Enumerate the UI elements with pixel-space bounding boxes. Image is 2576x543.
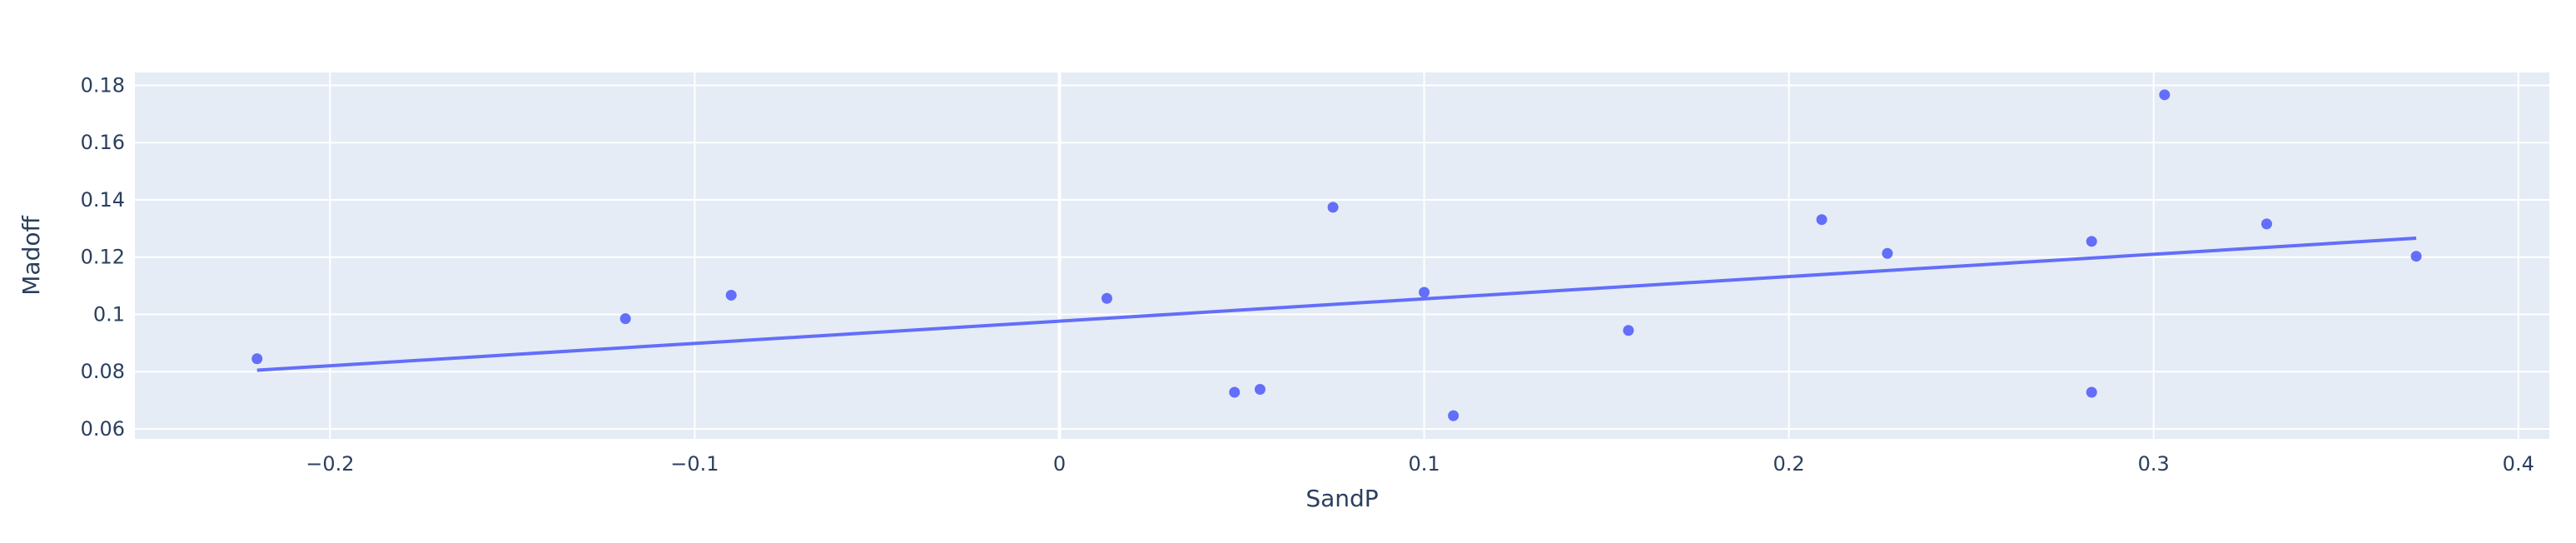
y-tick-label: 0.12 — [81, 246, 125, 269]
data-point[interactable] — [1254, 384, 1266, 396]
data-point[interactable] — [619, 313, 631, 325]
scatter-points — [251, 89, 2422, 421]
data-point[interactable] — [2410, 251, 2422, 262]
y-grid — [135, 84, 2549, 430]
y-tick-label: 0.16 — [81, 131, 125, 154]
x-tick-label: 0.1 — [1408, 452, 1440, 476]
trendline-group — [256, 237, 2417, 372]
data-point[interactable] — [2086, 236, 2097, 247]
data-point[interactable] — [2159, 89, 2171, 101]
data-point[interactable] — [2086, 386, 2097, 398]
data-point[interactable] — [1419, 286, 1430, 298]
x-tick-label: 0.3 — [2138, 452, 2170, 476]
y-tick-label: 0.06 — [81, 417, 125, 441]
data-point[interactable] — [1101, 292, 1112, 304]
data-point[interactable] — [1816, 214, 1828, 226]
data-point[interactable] — [725, 289, 737, 301]
data-point[interactable] — [1229, 386, 1241, 398]
data-point[interactable] — [2260, 218, 2272, 230]
y-tick-label: 0.18 — [81, 73, 125, 97]
data-point[interactable] — [1623, 325, 1634, 336]
trendline — [256, 237, 2417, 372]
y-tick-label: 0.1 — [93, 302, 125, 326]
x-tick-label: 0.4 — [2503, 452, 2534, 476]
data-point[interactable] — [251, 353, 263, 365]
plot-background — [135, 72, 2549, 439]
data-point[interactable] — [1882, 247, 1893, 259]
x-axis-ticks: −0.2 −0.1 0 0.1 0.2 0.3 0.4 — [306, 452, 2534, 476]
y-tick-label: 0.14 — [81, 188, 125, 212]
x-tick-label: 0.2 — [1773, 452, 1805, 476]
y-axis-ticks: 0.06 0.08 0.1 0.12 0.14 0.16 0.18 — [81, 73, 125, 441]
x-tick-label: −0.1 — [670, 452, 719, 476]
x-tick-label: −0.2 — [306, 452, 354, 476]
data-point[interactable] — [1448, 410, 1460, 421]
x-tick-label: 0 — [1053, 452, 1066, 476]
x-axis-title: SandP — [1305, 485, 1378, 512]
y-tick-label: 0.08 — [81, 360, 125, 383]
data-point[interactable] — [1327, 202, 1339, 213]
y-axis-title: Madoff — [17, 216, 45, 296]
